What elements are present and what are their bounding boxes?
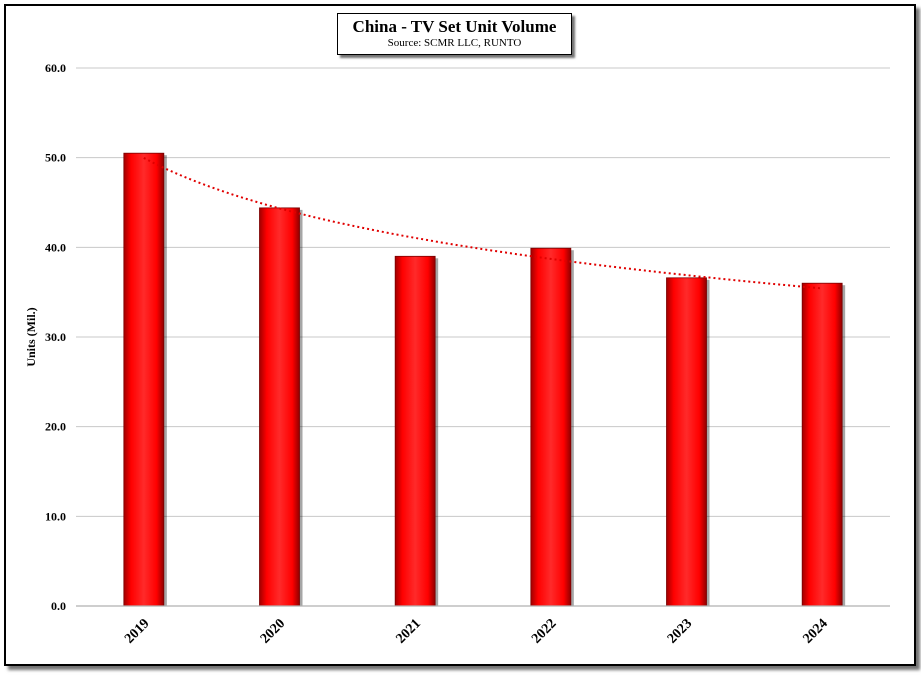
x-tick-label: 2024 [800, 616, 830, 646]
chart-title-box: China - TV Set Unit Volume Source: SCMR … [337, 13, 572, 55]
y-tick-label: 60.0 [45, 61, 66, 75]
bar [394, 255, 436, 607]
y-tick-label: 50.0 [45, 151, 66, 165]
chart-title: China - TV Set Unit Volume [352, 17, 557, 36]
bar [123, 152, 165, 607]
chart-subtitle: Source: SCMR LLC, RUNTO [387, 37, 522, 49]
bar [666, 277, 707, 607]
bar [801, 282, 843, 607]
x-tick-label: 2021 [393, 616, 423, 646]
y-axis-label: Units (Mil.) [24, 307, 38, 366]
y-tick-label: 20.0 [45, 420, 66, 434]
trendline [143, 157, 823, 290]
bars [123, 152, 846, 607]
y-tick-label: 30.0 [45, 330, 66, 344]
x-tick-label: 2022 [529, 616, 559, 646]
x-tick-label: 2020 [258, 616, 288, 646]
y-tick-label: 10.0 [45, 509, 66, 523]
bar [259, 207, 300, 607]
axes: 0.0 10.0 20.0 30.0 40.0 50.0 60.0 2019 2020 2021 2… [45, 61, 890, 647]
trendline-path [143, 157, 823, 290]
x-tick-label: 2019 [122, 616, 152, 646]
y-tick-label: 40.0 [45, 240, 66, 254]
y-tick-label: 0.0 [51, 599, 66, 613]
gridlines [76, 67, 890, 517]
x-tick-label: 2023 [665, 616, 695, 646]
bar [530, 247, 572, 607]
